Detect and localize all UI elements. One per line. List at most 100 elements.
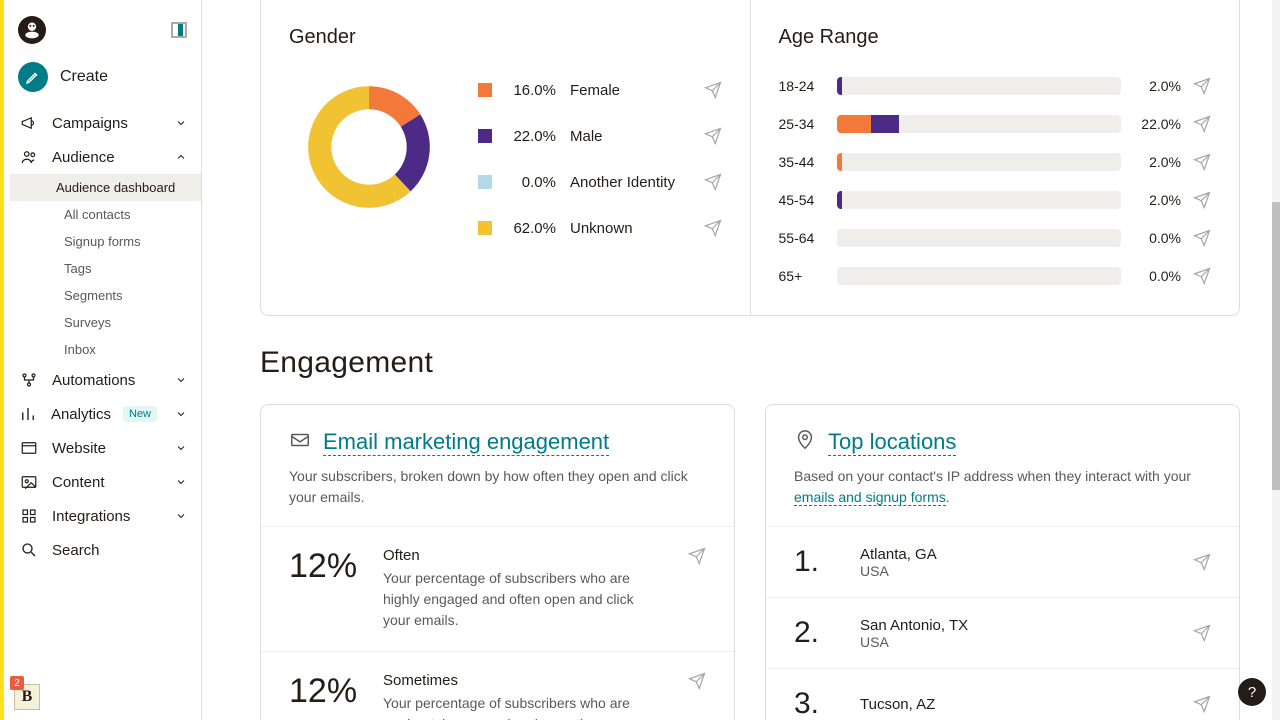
main-nav: Campaigns Audience Audience dashboardAll… bbox=[4, 102, 201, 571]
nav-integrations[interactable]: Integrations bbox=[10, 499, 195, 533]
location-city: Atlanta, GA bbox=[860, 546, 1167, 563]
swatch bbox=[478, 221, 492, 235]
location-rank: 1. bbox=[794, 545, 834, 579]
subnav-item[interactable]: Inbox bbox=[56, 336, 195, 363]
locations-card: Top locations Based on your contact's IP… bbox=[765, 404, 1240, 720]
send-icon[interactable] bbox=[1193, 553, 1211, 571]
send-icon[interactable] bbox=[1193, 624, 1211, 642]
nav-campaigns[interactable]: Campaigns bbox=[10, 106, 195, 140]
legend-label: Male bbox=[570, 128, 603, 145]
legend-item: 62.0%Unknown bbox=[478, 205, 722, 251]
send-icon[interactable] bbox=[704, 173, 722, 191]
age-label: 55-64 bbox=[779, 230, 825, 246]
send-icon[interactable] bbox=[1193, 229, 1211, 247]
send-icon[interactable] bbox=[1193, 695, 1211, 713]
nav-label: Automations bbox=[52, 372, 135, 389]
location-city: Tucson, AZ bbox=[860, 696, 1167, 713]
brand-logo[interactable] bbox=[18, 16, 46, 44]
chevron-down-icon bbox=[175, 374, 187, 386]
send-icon[interactable] bbox=[704, 219, 722, 237]
chevron-up-icon bbox=[175, 151, 187, 163]
location-row: 3. Tucson, AZ bbox=[766, 668, 1239, 720]
legend-label: Female bbox=[570, 82, 620, 99]
notifications-badge[interactable]: 2 B bbox=[14, 684, 40, 710]
send-icon[interactable] bbox=[704, 81, 722, 99]
age-label: 35-44 bbox=[779, 154, 825, 170]
nav-website[interactable]: Website bbox=[10, 431, 195, 465]
age-pct: 0.0% bbox=[1133, 230, 1181, 246]
megaphone-icon bbox=[18, 114, 40, 132]
legend-pct: 16.0% bbox=[506, 82, 556, 99]
send-icon[interactable] bbox=[688, 547, 706, 565]
chevron-down-icon bbox=[175, 510, 187, 522]
gender-panel: Gender 16.0%Female22.0%Male0.0%Another I… bbox=[261, 0, 750, 315]
age-bar bbox=[837, 267, 1122, 285]
metric-desc: Your percentage of subscribers who are m… bbox=[383, 693, 664, 720]
main-content: Gender 16.0%Female22.0%Male0.0%Another I… bbox=[202, 0, 1280, 720]
chevron-down-icon bbox=[175, 476, 187, 488]
legend-pct: 0.0% bbox=[506, 174, 556, 191]
nav-label: Audience bbox=[52, 149, 115, 166]
scrollbar-thumb[interactable] bbox=[1272, 202, 1280, 490]
nav-content[interactable]: Content bbox=[10, 465, 195, 499]
location-rank: 3. bbox=[794, 687, 834, 720]
users-icon bbox=[18, 148, 40, 166]
nav-analytics[interactable]: Analytics New bbox=[10, 397, 195, 431]
age-pct: 0.0% bbox=[1133, 268, 1181, 284]
age-panel: Age Range 18-242.0%25-3422.0%35-442.0%45… bbox=[750, 0, 1240, 315]
help-button[interactable]: ? bbox=[1238, 678, 1266, 706]
send-icon[interactable] bbox=[1193, 267, 1211, 285]
pin-icon bbox=[794, 429, 816, 456]
send-icon[interactable] bbox=[704, 127, 722, 145]
subnav-item[interactable]: All contacts bbox=[56, 201, 195, 228]
age-row: 55-64 0.0% bbox=[779, 219, 1212, 257]
create-label: Create bbox=[60, 68, 108, 86]
create-button[interactable]: Create bbox=[4, 52, 201, 102]
age-label: 65+ bbox=[779, 268, 825, 284]
send-icon[interactable] bbox=[688, 672, 706, 690]
age-bar bbox=[837, 191, 1122, 209]
metric-label: Sometimes bbox=[383, 672, 664, 689]
nav-audience[interactable]: Audience bbox=[10, 140, 195, 174]
subnav-item[interactable]: Surveys bbox=[56, 309, 195, 336]
email-card-title[interactable]: Email marketing engagement bbox=[323, 429, 609, 456]
send-icon[interactable] bbox=[1193, 77, 1211, 95]
chevron-down-icon bbox=[175, 117, 187, 129]
chevron-down-icon bbox=[175, 408, 187, 420]
nav-search[interactable]: Search bbox=[10, 533, 195, 567]
legend-pct: 22.0% bbox=[506, 128, 556, 145]
location-rank: 2. bbox=[794, 616, 834, 650]
age-pct: 2.0% bbox=[1133, 192, 1181, 208]
demographics-panel: Gender 16.0%Female22.0%Male0.0%Another I… bbox=[260, 0, 1240, 316]
locations-card-desc: Based on your contact's IP address when … bbox=[794, 466, 1211, 508]
metric-row: 12%OftenYour percentage of subscribers w… bbox=[261, 526, 734, 651]
signup-forms-link[interactable]: emails and signup forms bbox=[794, 489, 946, 506]
metric-row: 12%SometimesYour percentage of subscribe… bbox=[261, 651, 734, 720]
collapse-sidebar-icon[interactable] bbox=[171, 22, 187, 38]
legend-label: Unknown bbox=[570, 220, 633, 237]
age-bar bbox=[837, 153, 1122, 171]
engagement-heading: Engagement bbox=[260, 346, 1240, 380]
nav-automations[interactable]: Automations bbox=[10, 363, 195, 397]
gender-legend: 16.0%Female22.0%Male0.0%Another Identity… bbox=[478, 67, 722, 251]
age-pct: 22.0% bbox=[1133, 116, 1181, 132]
age-label: 45-54 bbox=[779, 192, 825, 208]
chevron-down-icon bbox=[175, 442, 187, 454]
send-icon[interactable] bbox=[1193, 115, 1211, 133]
subnav-item[interactable]: Segments bbox=[56, 282, 195, 309]
legend-item: 22.0% Male bbox=[478, 113, 722, 159]
location-country: USA bbox=[860, 634, 1167, 650]
nav-label: Analytics bbox=[51, 406, 111, 423]
subnav-item[interactable]: Signup forms bbox=[56, 228, 195, 255]
send-icon[interactable] bbox=[1193, 153, 1211, 171]
send-icon[interactable] bbox=[1193, 191, 1211, 209]
subnav-item[interactable]: Tags bbox=[56, 255, 195, 282]
subnav-item[interactable]: Audience dashboard bbox=[10, 174, 201, 201]
badge-count: 2 bbox=[10, 676, 24, 690]
locations-card-title[interactable]: Top locations bbox=[828, 429, 956, 456]
location-country: USA bbox=[860, 563, 1167, 579]
metric-desc: Your percentage of subscribers who are h… bbox=[383, 568, 664, 631]
scrollbar[interactable] bbox=[1272, 0, 1280, 720]
email-engagement-card: Email marketing engagement Your subscrib… bbox=[260, 404, 735, 720]
age-list: 18-242.0%25-3422.0%35-442.0%45-542.0%55-… bbox=[779, 67, 1212, 295]
